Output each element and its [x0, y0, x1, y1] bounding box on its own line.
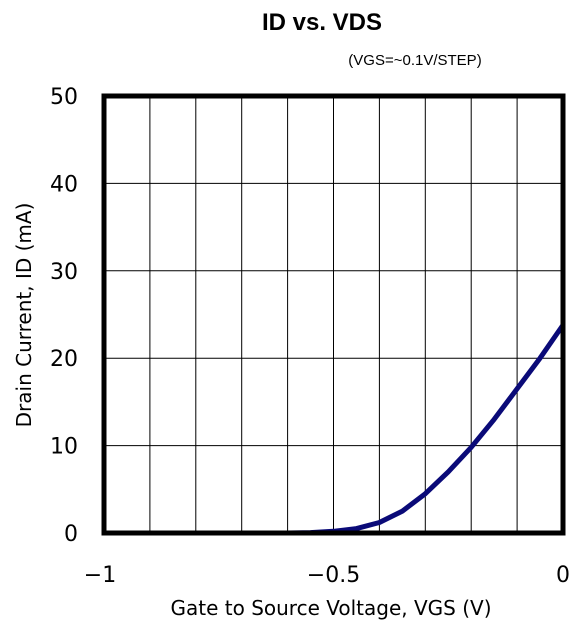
- y-axis-label: Drain Current, ID (mA): [12, 203, 36, 428]
- tick-labels: −1 −0.5 0 0 10 20 30 40 50: [50, 85, 570, 588]
- x-axis-label: Gate to Source Voltage, VGS (V): [171, 596, 492, 620]
- y-tick-label: 30: [50, 260, 78, 285]
- y-tick-label: 10: [50, 435, 78, 460]
- y-tick-label: 50: [50, 85, 78, 110]
- y-tick-label: 0: [64, 522, 78, 547]
- x-tick-label: 0: [556, 563, 570, 588]
- x-tick-label: −1: [84, 563, 116, 588]
- chart-subtitle: (VGS=~0.1V/STEP): [348, 52, 481, 69]
- x-tick-label: −0.5: [307, 563, 360, 588]
- grid: [104, 96, 563, 533]
- y-tick-label: 40: [50, 172, 78, 197]
- y-tick-label: 20: [50, 347, 78, 372]
- plot-frame: [101, 93, 566, 536]
- chart-title: ID vs. VDS: [262, 9, 382, 36]
